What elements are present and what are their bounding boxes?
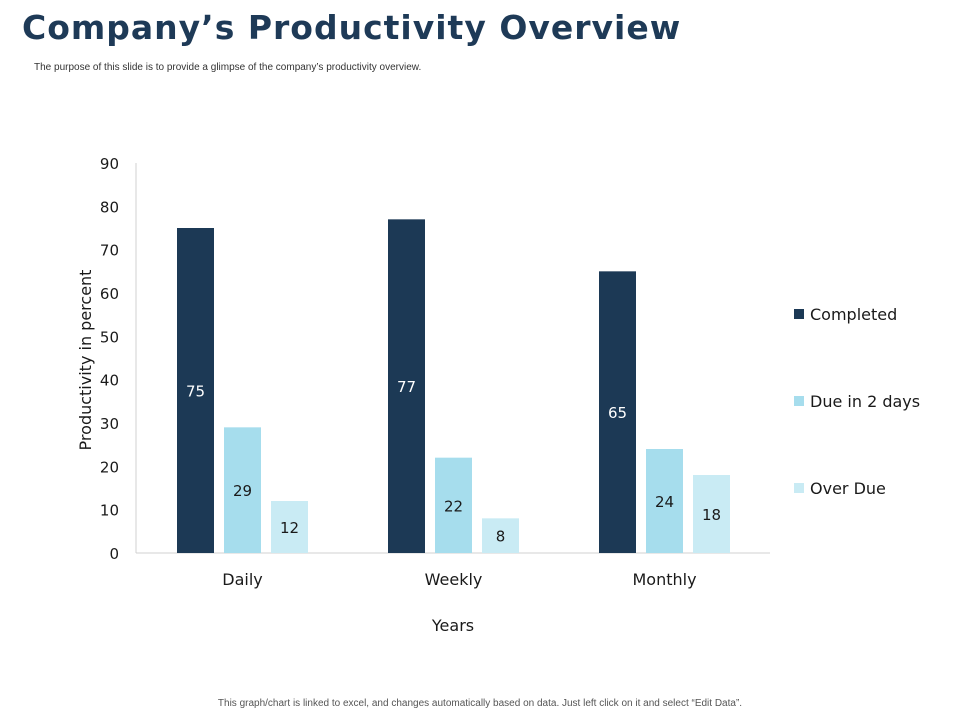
y-tick-label: 30 [100, 415, 119, 433]
bar[interactable] [693, 475, 730, 553]
x-tick-label: Monthly [632, 570, 696, 589]
data-label: 24 [655, 493, 674, 511]
y-tick-label: 80 [100, 198, 119, 216]
y-tick-label: 70 [100, 242, 119, 260]
y-tick-label: 40 [100, 372, 119, 390]
x-axis-title: Years [431, 616, 474, 635]
legend-swatch [794, 396, 804, 406]
bar[interactable] [224, 427, 261, 553]
y-tick-label: 60 [100, 285, 119, 303]
legend-swatch [794, 483, 804, 493]
data-label: 75 [186, 383, 205, 401]
legend-label: Completed [810, 305, 897, 324]
legend-swatch [794, 309, 804, 319]
slide-title: Company’s Productivity Overview [22, 8, 682, 47]
data-label: 29 [233, 482, 252, 500]
legend-label: Over Due [810, 479, 886, 498]
x-tick-label: Weekly [425, 570, 483, 589]
bar[interactable] [177, 228, 214, 553]
data-label: 18 [702, 506, 721, 524]
y-tick-label: 10 [100, 502, 119, 520]
bar[interactable] [599, 271, 636, 553]
bar[interactable] [435, 457, 472, 553]
bar[interactable] [388, 219, 425, 554]
slide-subtitle: The purpose of this slide is to provide … [34, 62, 422, 73]
bar[interactable] [482, 518, 519, 553]
bar[interactable] [271, 501, 308, 553]
x-tick-label: Daily [222, 570, 262, 589]
data-label: 65 [608, 404, 627, 422]
y-tick-label: 50 [100, 328, 119, 346]
data-label: 8 [496, 528, 506, 546]
legend-label: Due in 2 days [810, 392, 920, 411]
y-axis-title: Productivity in percent [76, 270, 95, 451]
data-label: 22 [444, 497, 463, 515]
bar[interactable] [646, 449, 683, 553]
data-label: 77 [397, 378, 416, 396]
y-tick-label: 20 [100, 458, 119, 476]
data-label: 12 [280, 519, 299, 537]
y-tick-label: 90 [100, 155, 119, 173]
y-tick-label: 0 [109, 545, 119, 563]
footer-note: This graph/chart is linked to excel, and… [217, 698, 743, 709]
